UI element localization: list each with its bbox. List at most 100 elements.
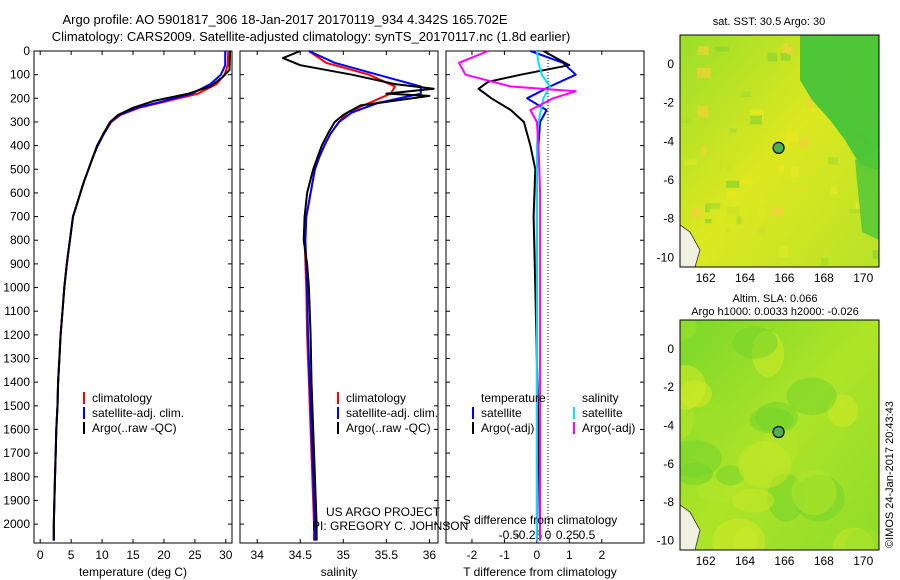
sst-map-field (680, 35, 879, 267)
sst-texture-cell (750, 115, 763, 125)
sst-texture-cell (757, 209, 767, 217)
legend-title-salinity: salinity (582, 391, 619, 405)
temperature-xlabel: temperature (deg C) (79, 565, 187, 579)
watermark: ©IMOS 24-Jan-2017 20:43:43 (884, 401, 896, 548)
sla-texture-blob (749, 407, 794, 434)
map-y-tick-label: -6 (663, 173, 674, 187)
legend-label: Argo(-adj) (582, 421, 635, 435)
x-tick-label: 35 (337, 548, 351, 562)
map-y-tick-label: -8 (663, 495, 674, 509)
sst-texture-cell (855, 202, 864, 211)
sst-texture-cell (681, 118, 690, 124)
sst-texture-cell (719, 157, 724, 170)
sst-texture-cell (768, 256, 777, 266)
x-tick-label: 15 (126, 548, 140, 562)
salinity-xlabel: salinity (321, 565, 358, 579)
x-tick-label: 0 (534, 548, 541, 562)
project-label: US ARGO PROJECT (326, 505, 441, 519)
sst-texture-cell (712, 35, 718, 43)
x-tick-label: 2 (598, 548, 605, 562)
sla-map-frame (679, 319, 880, 551)
map-y-tick-label: -2 (663, 96, 674, 110)
map-y-tick-label: -6 (663, 457, 674, 471)
sst-texture-cell (750, 88, 763, 94)
sst-texture-cell (726, 206, 740, 216)
sst-texture-cell (790, 166, 799, 178)
sst-texture-cell (726, 190, 737, 199)
sla-texture-blob (712, 518, 766, 550)
series-line (458, 50, 577, 541)
sla-texture-blob (791, 470, 837, 515)
sla-map-subtitle: Argo h1000: 0.0033 h2000: -0.026 (691, 306, 859, 318)
map-y-tick-label: 0 (667, 342, 674, 356)
s-tick-label: -0.5 (499, 528, 520, 542)
sst-texture-cell (785, 132, 799, 143)
sla-texture-blob (732, 488, 775, 513)
depth-tick-label: 100 (10, 68, 30, 82)
salinity-legend: climatology satellite-adj. clim. Argo(..… (337, 391, 438, 435)
legend-label: Argo(..raw -QC) (92, 421, 177, 435)
x-tick-label: 35.5 (375, 548, 399, 562)
sst-texture-cell (697, 67, 711, 78)
map-y-tick-label: 0 (667, 57, 674, 71)
map-y-tick-label: -10 (657, 533, 675, 547)
series-line (52, 50, 232, 541)
sst-texture-cell (758, 227, 767, 235)
sst-texture-cell (741, 91, 752, 97)
salinity-axes (239, 50, 439, 544)
depth-tick-label: 2000 (3, 517, 30, 531)
sst-texture-cell (692, 207, 702, 219)
s-tick-label: 0.25 (556, 528, 580, 542)
series-line (535, 50, 551, 541)
depth-tick-label: 1700 (3, 446, 30, 460)
s-tick-label: 0.5 (579, 528, 596, 542)
map-x-tick-label: 170 (853, 554, 873, 568)
map-x-tick-label: 164 (735, 271, 755, 285)
sst-map-title: sat. SST: 30.5 Argo: 30 (713, 16, 826, 28)
sla-texture-blob (692, 398, 724, 443)
sst-texture-cell (706, 203, 721, 210)
legend-label: Argo(-adj) (481, 421, 534, 435)
sst-texture-cell (684, 159, 697, 165)
sst-texture-cell (799, 137, 809, 149)
sst-texture-cell (777, 165, 784, 173)
sla-map-title: Altim. SLA: 0.066 (733, 293, 818, 305)
x-tick-label: 10 (95, 548, 109, 562)
depth-tick-label: 1400 (3, 375, 30, 389)
depth-tick-label: 1500 (3, 399, 30, 413)
legend-title-temperature: temperature (481, 391, 546, 405)
sst-texture-cell (821, 258, 829, 265)
sla-texture-blob (680, 320, 697, 341)
sst-texture-cell (701, 145, 706, 156)
difference-legend: temperature satellite Argo(-adj) salinit… (472, 391, 635, 435)
temperature-legend: climatology satellite-adj. clim. Argo(..… (83, 391, 184, 435)
sst-texture-cell (831, 186, 838, 195)
sst-texture-cell (735, 115, 747, 123)
map-x-tick-label: 170 (853, 271, 873, 285)
x-tick-label: -1 (499, 548, 510, 562)
map-y-tick-label: -4 (663, 134, 674, 148)
map-x-tick-label: 168 (814, 271, 834, 285)
sla-map-field (680, 320, 879, 550)
map-x-tick-label: 168 (814, 554, 834, 568)
sst-texture-cell (827, 157, 838, 165)
x-tick-label: -2 (467, 548, 478, 562)
sla-texture-blob (732, 326, 778, 359)
s-tick-label: -0.25 (515, 528, 543, 542)
depth-tick-label: 1000 (3, 281, 30, 295)
depth-tick-label: 1300 (3, 352, 30, 366)
legend-label: satellite (582, 406, 623, 420)
sla-texture-blob (716, 465, 745, 486)
series-line (303, 50, 396, 541)
sst-texture-cell (725, 180, 740, 188)
map-x-tick-label: 162 (696, 271, 716, 285)
x-tick-label: 34.5 (289, 548, 313, 562)
sst-texture-cell (782, 43, 789, 53)
map-x-tick-label: 166 (774, 554, 794, 568)
x-tick-label: 36 (423, 548, 437, 562)
sst-texture-cell (715, 46, 729, 52)
sst-texture-cell (837, 199, 848, 205)
legend-label: climatology (92, 391, 152, 405)
map-x-tick-label: 166 (774, 271, 794, 285)
